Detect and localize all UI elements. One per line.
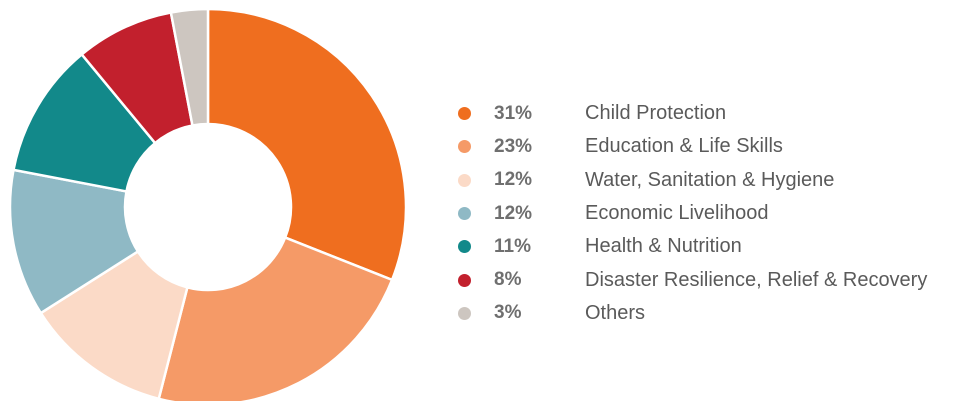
legend-label: Education & Life Skills	[585, 135, 783, 158]
legend-color-dot	[458, 140, 471, 154]
legend-color-dot	[458, 207, 471, 221]
legend-label: Disaster Resilience, Relief & Recovery	[585, 268, 928, 291]
legend-percentage: 31%	[494, 102, 533, 124]
legend-color-dot	[458, 273, 471, 287]
legend-label: Others	[585, 301, 646, 324]
legend-item: 12% Economic Livelihood	[458, 197, 927, 230]
legend-percentage: 11%	[494, 235, 531, 257]
legend-percentage: 23%	[494, 135, 533, 157]
legend-label: Economic Livelihood	[585, 202, 769, 225]
legend-item: 8% Disaster Resilience, Relief & Recover…	[458, 263, 927, 296]
donut-hole	[125, 124, 291, 290]
chart-legend: 31% Child Protection 23% Education & Lif…	[458, 97, 927, 330]
legend-percentage: 12%	[494, 169, 533, 191]
legend-percentage: 3%	[494, 302, 522, 324]
legend-percentage: 8%	[494, 269, 522, 291]
legend-label: Water, Sanitation & Hygiene	[585, 168, 835, 191]
legend-color-dot	[458, 306, 471, 320]
donut-chart	[8, 7, 408, 401]
legend-item: 12% Water, Sanitation & Hygiene	[458, 164, 927, 197]
legend-color-dot	[458, 240, 471, 254]
legend-item: 23% Education & Life Skills	[458, 130, 927, 163]
legend-item: 31% Child Protection	[458, 97, 927, 130]
legend-item: 3% Others	[458, 297, 927, 330]
legend-label: Health & Nutrition	[585, 235, 742, 258]
legend-percentage: 12%	[494, 202, 533, 224]
legend-color-dot	[458, 173, 471, 187]
legend-label: Child Protection	[585, 102, 727, 125]
legend-item: 11% Health & Nutrition	[458, 230, 927, 263]
legend-color-dot	[458, 107, 471, 121]
